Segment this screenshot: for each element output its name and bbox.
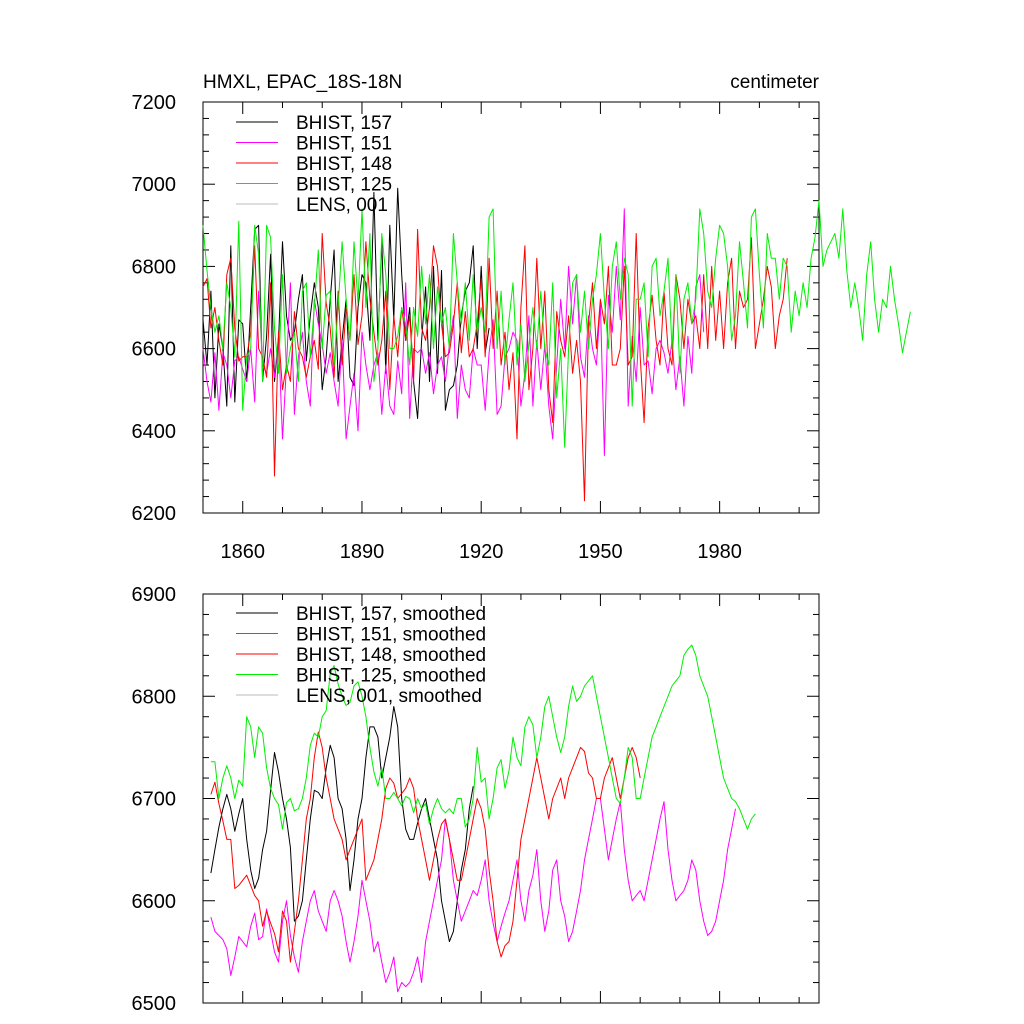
top-ytick-label: 6400 (132, 421, 177, 443)
top-legend-label: BHIST, 125 (296, 175, 392, 196)
top-legend-label: BHIST, 157 (296, 113, 392, 134)
top-legend-label: BHIST, 148 (296, 154, 392, 175)
bottom-series-group (210, 644, 756, 993)
top-ytick-label: 6600 (132, 339, 177, 361)
top-plot-frame (202, 101, 820, 514)
bottom-ytick-label: 6700 (132, 789, 177, 811)
bottom-axes: 6500 6600 6700 6800 6900 (132, 584, 820, 1015)
bottom-legend-label: BHIST, 157, smoothed (296, 604, 486, 625)
top-panel: HMXL, EPAC_18S-18N centimeter 6200 6400 66… (132, 72, 911, 563)
top-series-bhist-148 (202, 228, 788, 502)
top-ytick-label: 7000 (132, 174, 177, 196)
top-series-group (202, 187, 911, 502)
top-series-bhist-125 (202, 200, 911, 448)
bottom-legend-label: LENS, 001, smoothed (296, 686, 482, 707)
top-chart-title: HMXL, EPAC_18S-18N (203, 72, 402, 93)
top-xtick-label: 1860 (220, 541, 265, 563)
bottom-legend-label: BHIST, 125, smoothed (296, 666, 486, 687)
bottom-panel: 6500 6600 6700 6800 6900 BHIST, 157, smoothe… (132, 584, 820, 1015)
bottom-series-bhist-148-smoothed (210, 731, 641, 963)
top-xtick-label: 1920 (459, 541, 504, 563)
top-xtick-label: 1980 (697, 541, 742, 563)
top-axes: 6200 6400 6600 6800 7000 7200 1860 1890 1920 1950… (132, 92, 820, 563)
top-xtick-label: 1890 (340, 541, 385, 563)
top-legend-label: LENS, 001 (296, 195, 388, 216)
top-ytick-label: 6200 (132, 503, 177, 525)
bottom-ytick-label: 6900 (132, 584, 177, 606)
bottom-legend-label: BHIST, 148, smoothed (296, 645, 486, 666)
bottom-series-bhist-157-smoothed (210, 706, 474, 943)
bottom-ytick-label: 6600 (132, 891, 177, 913)
top-chart-units: centimeter (730, 72, 819, 93)
bottom-legend-label: BHIST, 151, smoothed (296, 625, 486, 646)
bottom-ytick-label: 6500 (132, 993, 177, 1015)
top-legend-label: BHIST, 151 (296, 134, 392, 155)
top-ytick-label: 6800 (132, 256, 177, 278)
bottom-series-bhist-151-smoothed (210, 798, 736, 993)
top-xtick-label: 1950 (578, 541, 623, 563)
top-ytick-label: 7200 (132, 92, 177, 114)
bottom-series-bhist-125-smoothed (210, 644, 756, 830)
bottom-ytick-label: 6800 (132, 686, 177, 708)
